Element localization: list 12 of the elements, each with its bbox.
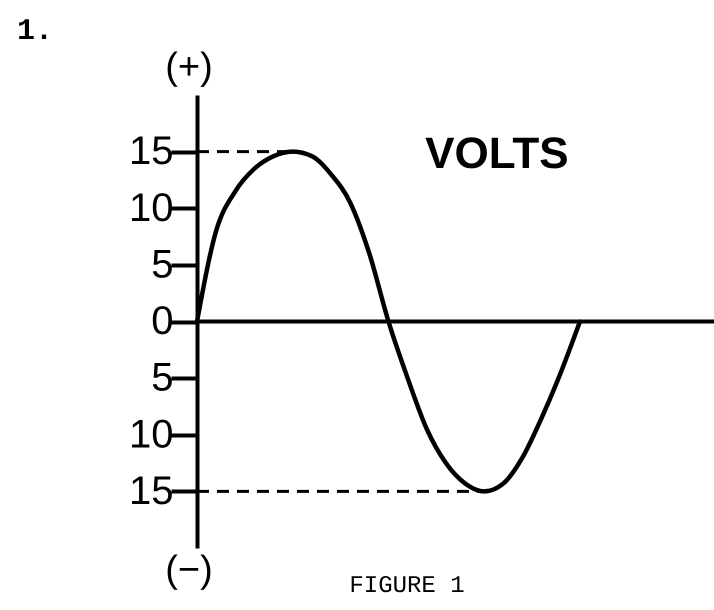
y-tick-label: 5 (151, 356, 174, 400)
y-tick-label: 10 (129, 186, 174, 230)
caption: FIGURE 1 (349, 573, 465, 600)
chart-title: 1. (17, 15, 54, 49)
y-tick-label: 5 (151, 242, 174, 286)
text: (−) (165, 549, 213, 591)
y-tick-label: 15 (129, 468, 174, 513)
y-tick-label: 15 (129, 129, 174, 174)
y-tick-label: 0 (151, 299, 174, 343)
y-axis-title: VOLTS (425, 129, 569, 178)
y-tick-label: 10 (129, 412, 174, 456)
text: (+) (165, 46, 213, 88)
